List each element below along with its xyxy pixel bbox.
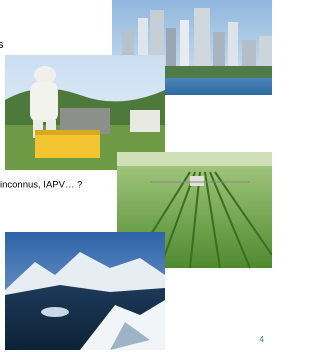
caption: inconnus, IAPV… ? [0, 180, 82, 191]
slide: s inconnus, IAPV… ? [0, 0, 272, 352]
page-number: 4 [260, 335, 265, 344]
mountain-photo [5, 232, 165, 350]
text-fragment: s [0, 39, 4, 51]
page: s inconnus, IAPV… ? [0, 0, 272, 352]
